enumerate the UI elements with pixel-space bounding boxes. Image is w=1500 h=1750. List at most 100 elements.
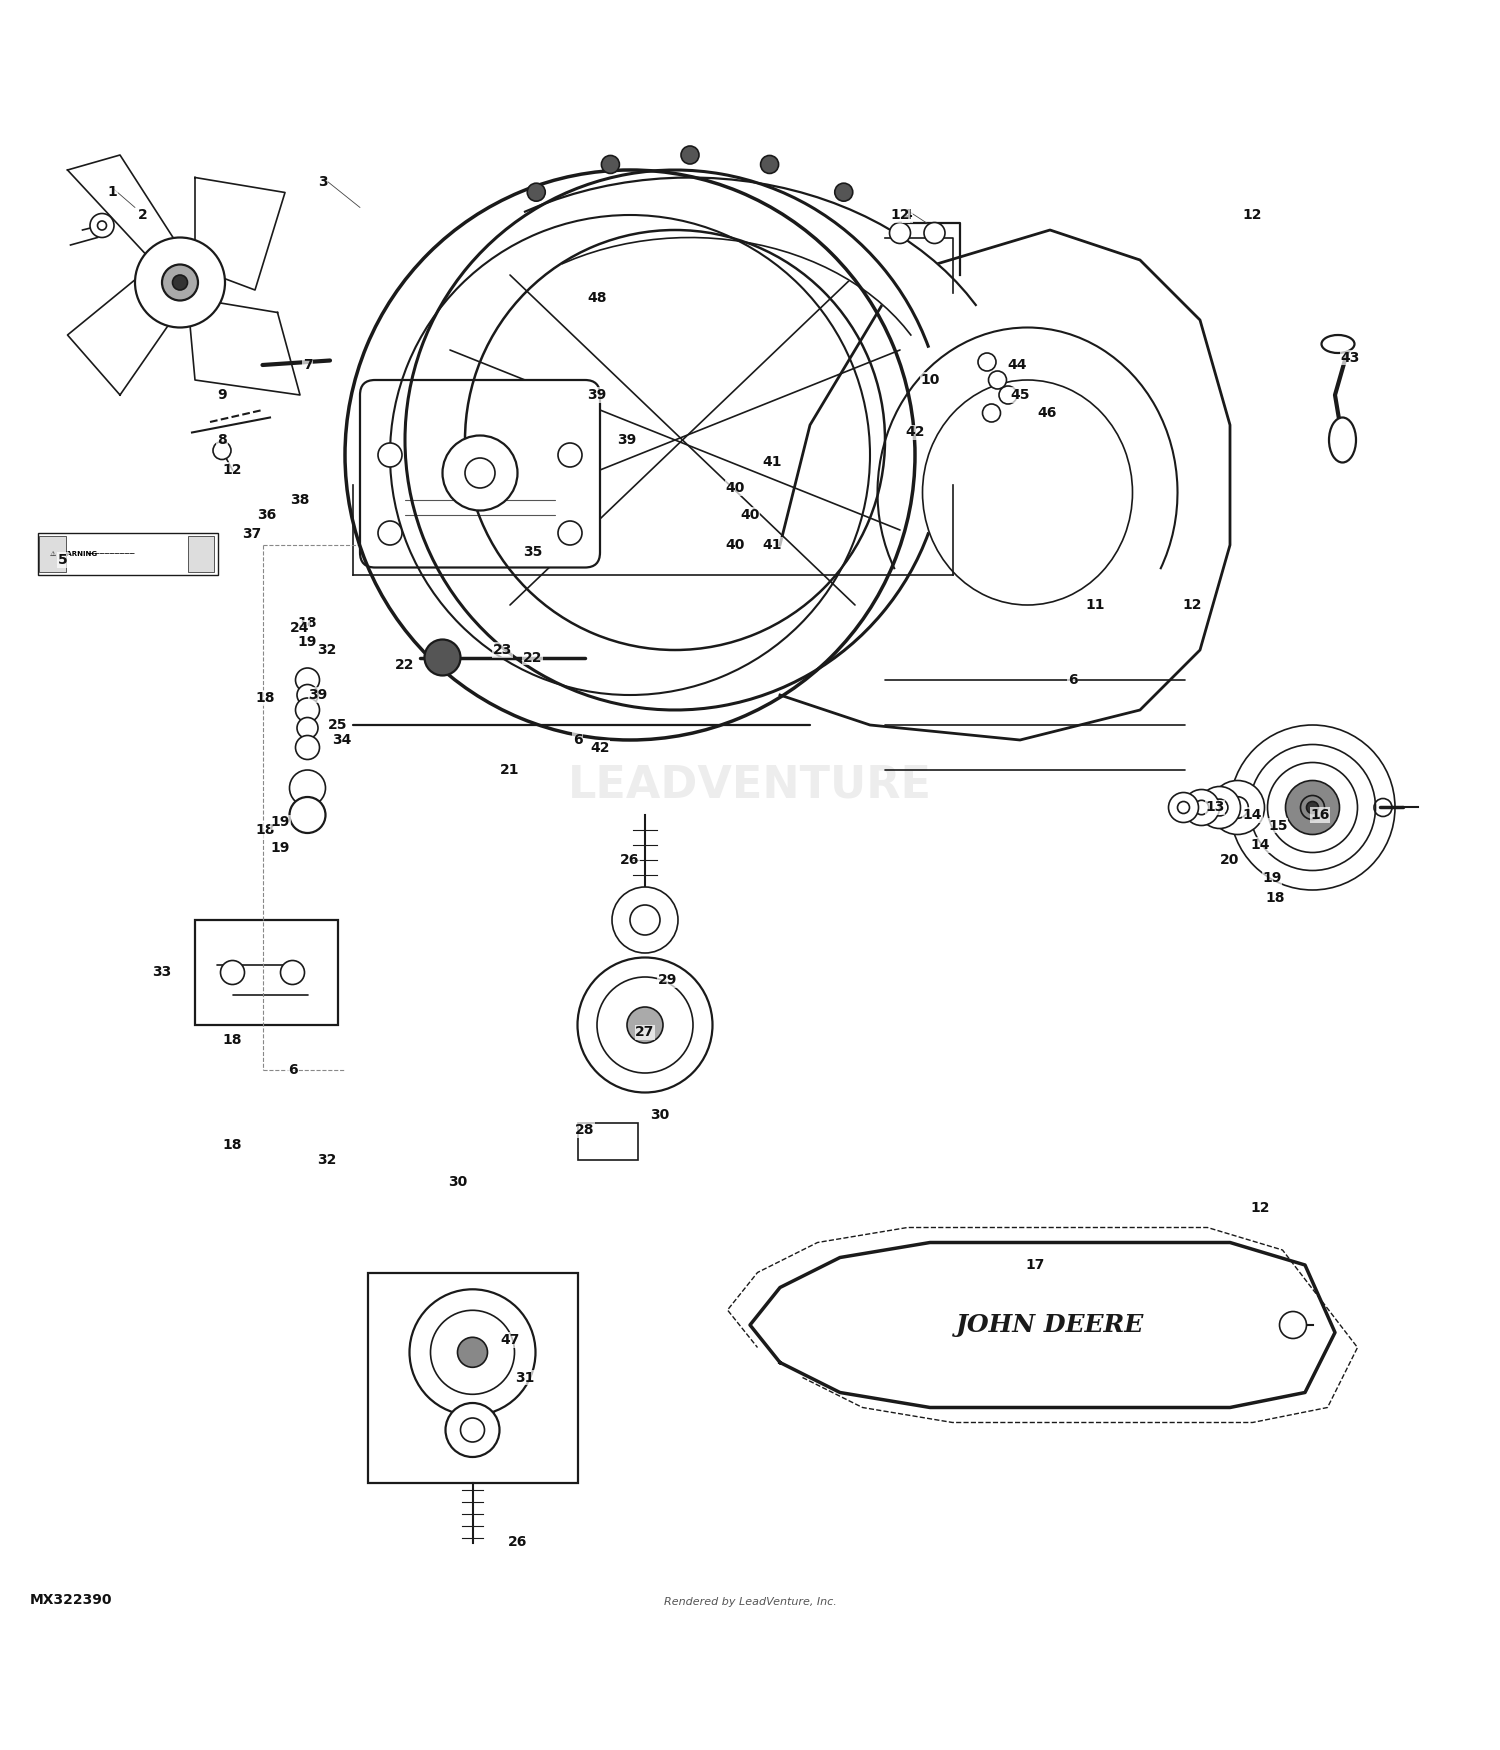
Bar	[188, 536, 214, 572]
Text: 8: 8	[217, 432, 226, 446]
Text: 26: 26	[621, 852, 639, 866]
Text: 18: 18	[222, 1138, 243, 1152]
Text: 45: 45	[1011, 388, 1029, 402]
Text: 38: 38	[291, 493, 309, 507]
Text: 12: 12	[891, 208, 909, 222]
Text: 18: 18	[297, 616, 318, 630]
Text: 14: 14	[1251, 838, 1269, 852]
Circle shape	[378, 522, 402, 544]
Circle shape	[558, 522, 582, 544]
Text: 27: 27	[636, 1026, 654, 1040]
Text: 6: 6	[573, 733, 582, 747]
Text: 19: 19	[272, 816, 290, 829]
Circle shape	[1198, 786, 1240, 828]
Ellipse shape	[1322, 334, 1354, 354]
Text: 40: 40	[741, 507, 759, 522]
Circle shape	[1210, 780, 1264, 835]
Circle shape	[627, 1006, 663, 1043]
Circle shape	[135, 238, 225, 327]
Circle shape	[982, 404, 1000, 422]
Circle shape	[280, 961, 304, 985]
Text: MX322390: MX322390	[30, 1592, 112, 1606]
Text: 6: 6	[1068, 674, 1077, 688]
Circle shape	[681, 145, 699, 164]
Circle shape	[528, 184, 546, 201]
Text: 16: 16	[1311, 808, 1329, 822]
Bar	[39, 536, 66, 572]
Text: ━━━━━━━━━━━━━━━━━━━: ━━━━━━━━━━━━━━━━━━━	[87, 551, 135, 556]
Circle shape	[1184, 789, 1219, 826]
Text: 32: 32	[318, 642, 336, 656]
Text: 19: 19	[1263, 872, 1281, 886]
Text: 24: 24	[291, 621, 309, 635]
Text: 33: 33	[153, 966, 171, 980]
Text: 18: 18	[222, 1032, 243, 1046]
Circle shape	[602, 156, 619, 173]
Circle shape	[999, 387, 1017, 404]
Text: 39: 39	[309, 688, 327, 702]
Text: 40: 40	[726, 481, 744, 495]
Text: 23: 23	[494, 642, 512, 656]
Circle shape	[172, 275, 188, 290]
Polygon shape	[195, 177, 285, 290]
Circle shape	[446, 1404, 500, 1458]
Text: 39: 39	[618, 432, 636, 446]
Text: 37: 37	[243, 527, 261, 541]
Circle shape	[296, 735, 320, 760]
Circle shape	[296, 698, 320, 723]
Text: 1: 1	[108, 186, 117, 200]
Text: 19: 19	[298, 635, 316, 649]
Text: 11: 11	[1084, 598, 1104, 612]
Bar	[578, 1122, 638, 1160]
Text: 47: 47	[501, 1334, 519, 1348]
Circle shape	[558, 443, 582, 467]
Text: 3: 3	[318, 175, 327, 189]
Circle shape	[988, 371, 1006, 388]
Bar	[195, 920, 338, 1026]
Text: 30: 30	[651, 1108, 669, 1122]
Text: ⚠: ⚠	[50, 551, 55, 556]
Text: 2: 2	[138, 208, 147, 222]
Text: 46: 46	[1038, 406, 1056, 420]
Text: 42: 42	[590, 740, 609, 754]
Text: 48: 48	[588, 290, 606, 304]
Text: 44: 44	[1008, 359, 1026, 373]
Text: 18: 18	[255, 822, 276, 836]
Polygon shape	[68, 268, 188, 396]
Text: 25: 25	[327, 718, 346, 732]
Text: 15: 15	[1268, 819, 1287, 833]
Text: 41: 41	[762, 537, 783, 551]
Circle shape	[442, 436, 518, 511]
Text: 12: 12	[222, 464, 243, 478]
Text: Rendered by LeadVenture, Inc.: Rendered by LeadVenture, Inc.	[663, 1598, 837, 1606]
Text: 6: 6	[288, 1062, 297, 1076]
Polygon shape	[780, 229, 1230, 740]
Circle shape	[458, 1337, 488, 1367]
Circle shape	[760, 156, 778, 173]
Text: 26: 26	[509, 1535, 526, 1549]
Text: 14: 14	[1242, 808, 1263, 822]
Circle shape	[890, 222, 910, 243]
Text: 12: 12	[1242, 208, 1263, 222]
Circle shape	[162, 264, 198, 301]
Text: 17: 17	[1026, 1258, 1044, 1272]
Circle shape	[924, 222, 945, 243]
Bar	[38, 534, 218, 576]
Circle shape	[612, 887, 678, 954]
Circle shape	[297, 718, 318, 738]
Text: 28: 28	[576, 1124, 594, 1138]
Circle shape	[290, 796, 326, 833]
Circle shape	[1280, 1311, 1306, 1339]
Circle shape	[578, 957, 712, 1092]
Polygon shape	[188, 298, 300, 396]
Text: 40: 40	[726, 537, 744, 551]
Circle shape	[90, 214, 114, 238]
Text: 22: 22	[522, 651, 543, 665]
Circle shape	[296, 668, 320, 691]
Circle shape	[220, 961, 245, 985]
Circle shape	[834, 184, 852, 201]
Polygon shape	[525, 177, 976, 334]
Circle shape	[378, 443, 402, 467]
Text: 22: 22	[396, 658, 414, 672]
Circle shape	[424, 639, 460, 676]
